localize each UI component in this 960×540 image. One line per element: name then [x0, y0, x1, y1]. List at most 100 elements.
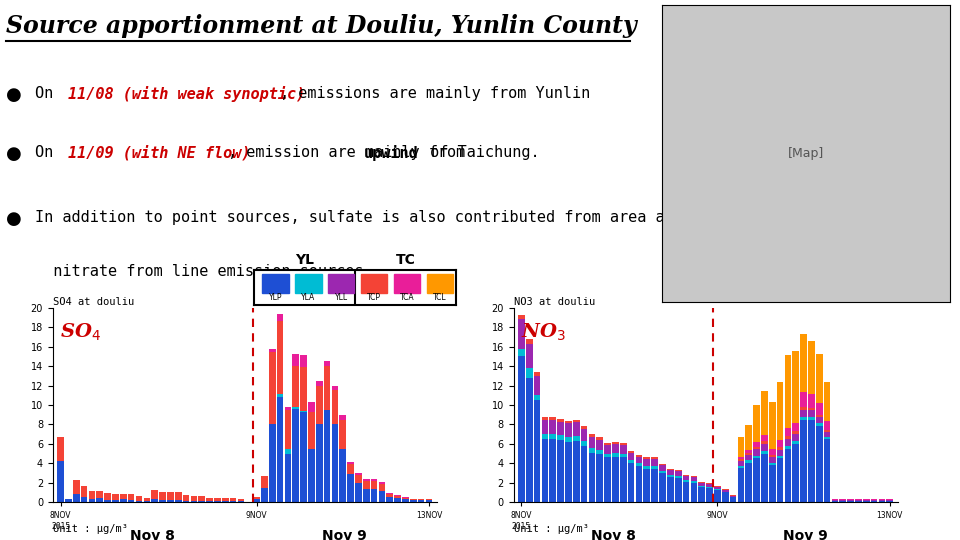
Bar: [604, 454, 611, 457]
Bar: [761, 441, 768, 444]
Bar: [722, 489, 729, 490]
Bar: [541, 434, 548, 439]
Bar: [745, 426, 752, 450]
Bar: [88, 490, 95, 500]
Bar: [792, 444, 799, 502]
Bar: [558, 435, 564, 440]
Bar: [237, 501, 244, 502]
Text: Nov 9: Nov 9: [783, 529, 828, 540]
Bar: [612, 444, 619, 453]
Bar: [526, 368, 533, 378]
Bar: [518, 356, 525, 502]
Bar: [855, 501, 862, 502]
Text: 11/09 (with NE flow): 11/09 (with NE flow): [67, 145, 250, 160]
Bar: [667, 477, 674, 502]
Bar: [660, 473, 666, 502]
Bar: [769, 457, 776, 463]
Bar: [848, 501, 853, 502]
Bar: [565, 442, 572, 502]
Bar: [801, 410, 807, 417]
Bar: [628, 453, 635, 461]
Bar: [316, 386, 323, 424]
Bar: [596, 450, 603, 454]
Bar: [683, 480, 689, 482]
Bar: [296, 273, 322, 293]
Bar: [636, 463, 642, 466]
Bar: [558, 440, 564, 502]
Bar: [573, 441, 580, 502]
Bar: [651, 469, 658, 502]
Bar: [754, 447, 760, 449]
Bar: [276, 394, 283, 397]
Bar: [222, 498, 228, 501]
Bar: [371, 489, 377, 502]
Bar: [395, 498, 401, 502]
Bar: [565, 421, 572, 423]
Text: [Map]: [Map]: [788, 147, 825, 160]
Bar: [675, 478, 682, 502]
Bar: [784, 446, 791, 449]
Bar: [340, 449, 347, 502]
Bar: [331, 386, 338, 390]
Bar: [816, 415, 823, 417]
Bar: [331, 390, 338, 424]
Bar: [269, 424, 276, 502]
Bar: [378, 482, 385, 484]
Bar: [808, 408, 815, 410]
Bar: [675, 476, 682, 478]
Bar: [816, 354, 823, 403]
Bar: [784, 428, 791, 436]
Bar: [878, 501, 885, 502]
Bar: [808, 394, 815, 408]
Bar: [761, 451, 768, 454]
Bar: [769, 402, 776, 449]
Bar: [541, 417, 548, 420]
Bar: [276, 321, 283, 394]
Bar: [159, 492, 166, 500]
Bar: [135, 496, 142, 501]
Bar: [620, 445, 627, 454]
Bar: [801, 420, 807, 502]
Bar: [707, 488, 713, 502]
Bar: [714, 489, 721, 490]
Bar: [651, 466, 658, 469]
Bar: [534, 372, 540, 376]
Bar: [152, 490, 158, 500]
Bar: [128, 495, 134, 500]
Bar: [112, 495, 119, 500]
Bar: [722, 492, 729, 502]
Bar: [636, 456, 642, 463]
Bar: [394, 273, 420, 293]
Bar: [651, 460, 658, 466]
Bar: [792, 431, 799, 434]
Bar: [698, 483, 705, 485]
Text: TC: TC: [396, 253, 416, 267]
Bar: [348, 474, 354, 502]
Bar: [120, 495, 127, 500]
Bar: [199, 496, 205, 501]
Bar: [581, 427, 588, 429]
Bar: [541, 439, 548, 502]
Bar: [667, 470, 674, 475]
Bar: [801, 417, 807, 420]
Bar: [816, 403, 823, 415]
Bar: [371, 479, 377, 481]
Bar: [269, 349, 276, 352]
Text: Nov 9: Nov 9: [323, 529, 367, 540]
Bar: [651, 457, 658, 460]
Bar: [284, 410, 291, 449]
Bar: [135, 501, 142, 502]
Bar: [363, 481, 370, 489]
Bar: [378, 484, 385, 490]
Bar: [707, 484, 713, 487]
Bar: [808, 420, 815, 502]
Bar: [182, 501, 189, 502]
Bar: [675, 471, 682, 476]
Bar: [549, 420, 556, 434]
Bar: [754, 405, 760, 442]
Bar: [660, 471, 666, 473]
Bar: [596, 437, 603, 440]
Bar: [395, 495, 401, 496]
Bar: [628, 461, 635, 463]
Bar: [667, 475, 674, 477]
